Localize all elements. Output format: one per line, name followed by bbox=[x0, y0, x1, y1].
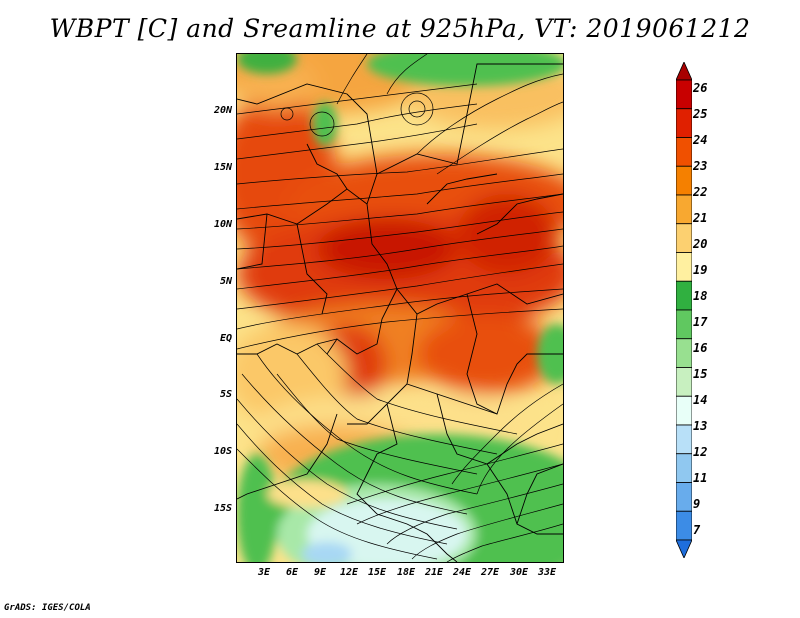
cool-areas bbox=[237, 54, 563, 562]
colorbar-swatch bbox=[675, 108, 693, 138]
lon-label-21e: 21E bbox=[424, 567, 444, 578]
lon-label-30e: 30E bbox=[509, 567, 529, 578]
lon-label-6e: 6E bbox=[285, 567, 299, 578]
country-borders bbox=[237, 63, 563, 562]
colorbar-bottom-arrow bbox=[675, 539, 693, 559]
colorbar-swatch bbox=[675, 165, 693, 196]
colorbar-label-16: 16 bbox=[693, 341, 708, 355]
colorbar-swatch bbox=[675, 482, 693, 512]
colorbar-swatch bbox=[675, 137, 693, 167]
map-title: WBPT [C] and Sreamline at 925hPa, VT: 20… bbox=[49, 14, 751, 43]
colorbar bbox=[675, 61, 693, 562]
lat-label-15s: 15S bbox=[213, 503, 232, 514]
colorbar-swatch bbox=[675, 194, 693, 225]
colorbar-label-25: 25 bbox=[693, 107, 708, 121]
map-canvas bbox=[237, 54, 563, 562]
colorbar-label-19: 19 bbox=[693, 263, 708, 277]
map-plot bbox=[236, 53, 564, 563]
colorbar-swatch bbox=[675, 510, 693, 541]
colorbar-label-20: 20 bbox=[693, 237, 708, 251]
lon-label-3e: 3E bbox=[257, 567, 271, 578]
colorbar-label-23: 23 bbox=[693, 159, 708, 173]
colorbar-swatch bbox=[675, 338, 693, 368]
lat-label-15n: 15N bbox=[213, 162, 232, 173]
colorbar-label-7: 7 bbox=[693, 523, 701, 537]
colorbar-label-22: 22 bbox=[693, 185, 708, 199]
lat-label-5s: 5S bbox=[219, 389, 232, 400]
colorbar-swatch bbox=[675, 252, 693, 282]
colorbar-label-26: 26 bbox=[693, 81, 708, 95]
lon-label-18e: 18E bbox=[396, 567, 416, 578]
colorbar-label-21: 21 bbox=[693, 211, 708, 225]
colorbar-swatch bbox=[675, 453, 693, 483]
colorbar-label-17: 17 bbox=[693, 315, 708, 329]
colorbar-swatch bbox=[675, 280, 693, 311]
lon-label-12e: 12E bbox=[339, 567, 359, 578]
colorbar-graphic bbox=[675, 61, 693, 559]
colorbar-swatch bbox=[675, 424, 693, 455]
colorbar-label-14: 14 bbox=[693, 393, 708, 407]
colorbar-swatch bbox=[675, 395, 693, 426]
lon-label-24e: 24E bbox=[452, 567, 472, 578]
colorbar-label-24: 24 bbox=[693, 133, 708, 147]
colorbar-label-11: 11 bbox=[693, 471, 708, 485]
credit-text: GrADS: IGES/COLA bbox=[4, 603, 91, 613]
colorbar-label-15: 15 bbox=[693, 367, 708, 381]
lat-label-10s: 10S bbox=[213, 446, 232, 457]
colorbar-swatch bbox=[675, 223, 693, 253]
lon-label-27e: 27E bbox=[480, 567, 500, 578]
lat-label-eq: EQ bbox=[219, 333, 232, 344]
lon-label-9e: 9E bbox=[313, 567, 327, 578]
colorbar-label-13: 13 bbox=[693, 419, 708, 433]
lat-label-5n: 5N bbox=[219, 276, 232, 287]
lat-label-10n: 10N bbox=[213, 219, 232, 230]
colorbar-label-12: 12 bbox=[693, 445, 708, 459]
colorbar-top-arrow bbox=[675, 61, 693, 81]
lat-label-20n: 20N bbox=[213, 105, 232, 116]
colorbar-swatch bbox=[675, 79, 693, 110]
streamlines bbox=[237, 54, 563, 562]
colorbar-label-9: 9 bbox=[693, 497, 701, 511]
colorbar-label-18: 18 bbox=[693, 289, 708, 303]
lon-label-15e: 15E bbox=[367, 567, 387, 578]
colorbar-swatch bbox=[675, 309, 693, 340]
lon-label-33e: 33E bbox=[537, 567, 557, 578]
colorbar-swatch bbox=[675, 367, 693, 397]
